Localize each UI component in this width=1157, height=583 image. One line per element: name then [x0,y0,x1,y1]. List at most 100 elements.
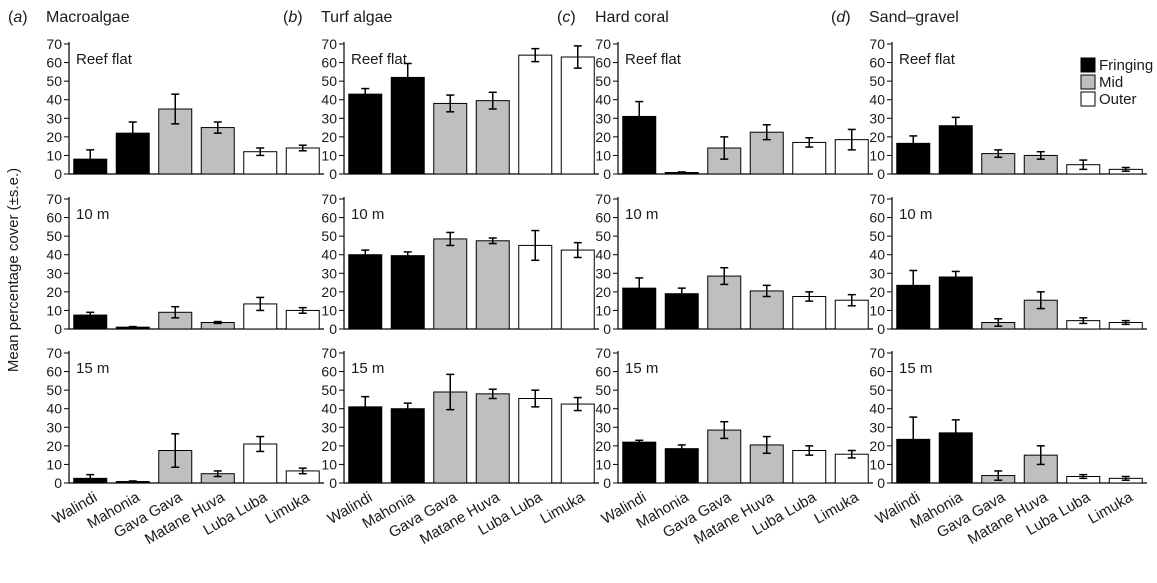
row-2: 0 10 20 30 40 50 60 70 15 m [869,345,1147,491]
panel-c: (c) Hard coral 0 10 20 30 40 50 60 70 Reef flat 0 10… [557,9,873,548]
bar [390,255,425,330]
y-tick-label: 50 [869,228,885,244]
y-tick-label: 40 [46,92,62,108]
row-label: Reef flat [76,51,133,68]
y-tick-label: 30 [869,265,885,281]
y-tick-label: 30 [869,419,885,435]
y-tick-label: 10 [595,456,611,472]
y-tick-label: 40 [46,247,62,263]
y-tick-label: 50 [869,73,885,89]
panel-title: Sand–gravel [869,9,959,26]
panel-letter: (d) [831,9,851,26]
y-tick-label: 60 [46,364,62,380]
panel-d: (d) Sand–gravel 0 10 20 30 40 50 60 70 Reef flat 0 1… [831,9,1153,548]
y-tick-label: 0 [877,475,885,491]
y-tick-label: 40 [869,92,885,108]
bar [834,453,869,484]
bar [348,406,383,484]
panel-title: Turf algae [321,9,393,26]
y-tick-label: 30 [46,419,62,435]
y-tick-label: 20 [595,284,611,300]
bar [200,127,235,175]
y-tick-label: 20 [595,438,611,454]
y-tick-label: 70 [46,36,62,52]
panel-title: Hard coral [595,9,669,26]
bar [348,93,383,175]
row-label: Reef flat [899,51,956,68]
y-tick-label: 10 [46,456,62,472]
y-tick-label: 60 [595,55,611,71]
x-tick-label: Limuka [1085,488,1136,527]
y-tick-label: 0 [54,166,62,182]
row-2: 0 10 20 30 40 50 60 70 15 m [321,345,599,491]
bar [433,238,468,330]
y-tick-label: 50 [595,73,611,89]
bar [664,448,699,484]
y-tick-label: 40 [321,247,337,263]
y-tick-label: 30 [46,110,62,126]
y-tick-label: 30 [869,110,885,126]
y-tick-label: 20 [869,438,885,454]
panel-a: (a) Macroalgae 0 10 20 30 40 50 60 70 Reef flat 0 10… [8,9,324,548]
y-tick-label: 70 [321,345,337,361]
y-tick-label: 10 [321,302,337,318]
y-tick-label: 60 [595,364,611,380]
y-tick-label: 30 [321,110,337,126]
bar [475,100,510,175]
y-tick-label: 10 [595,147,611,163]
row-label: 10 m [351,206,384,223]
y-tick-label: 70 [46,191,62,207]
y-tick-label: 70 [595,36,611,52]
row-label: 10 m [76,206,109,223]
y-tick-label: 30 [595,110,611,126]
y-tick-label: 50 [321,73,337,89]
panel-letter: (b) [283,9,303,26]
y-tick-label: 70 [46,345,62,361]
x-tick-label: Limuka [262,488,313,527]
y-tick-label: 60 [869,55,885,71]
y-tick-label: 0 [877,321,885,337]
bar [518,54,553,175]
row-label: Reef flat [351,51,408,68]
panel-b: (b) Turf algae 0 10 20 30 40 50 60 70 Reef flat 0 10… [283,9,599,548]
legend-label: Outer [1099,91,1137,108]
row-2: 0 10 20 30 40 50 60 70 15 m [595,345,873,491]
bar [475,240,510,330]
y-tick-label: 10 [869,147,885,163]
y-tick-label: 50 [46,73,62,89]
y-tick-label: 0 [603,321,611,337]
y-tick-label: 0 [54,475,62,491]
row-label: Reef flat [625,51,682,68]
row-0: 0 10 20 30 40 50 60 70 Reef flat [595,36,873,182]
row-0: 0 10 20 30 40 50 60 70 Reef flat [321,36,599,182]
y-tick-label: 50 [46,382,62,398]
y-tick-label: 40 [595,401,611,417]
x-tick-label: Limuka [811,488,862,527]
row-0: 0 10 20 30 40 50 60 70 Reef flat [869,36,1147,182]
y-tick-label: 60 [869,364,885,380]
y-tick-label: 70 [869,345,885,361]
y-tick-label: 40 [321,92,337,108]
y-tick-label: 30 [46,265,62,281]
row-label: 15 m [899,360,932,377]
bar [390,408,425,484]
y-tick-label: 20 [869,129,885,145]
y-tick-label: 10 [869,456,885,472]
row-label: 15 m [625,360,658,377]
bar [348,254,383,330]
row-label: 15 m [76,360,109,377]
row-1: 0 10 20 30 40 50 60 70 10 m [46,191,324,337]
y-tick-label: 30 [321,265,337,281]
y-tick-label: 70 [869,191,885,207]
y-tick-label: 40 [869,247,885,263]
y-tick-label: 20 [46,129,62,145]
y-tick-label: 60 [595,210,611,226]
row-label: 10 m [625,206,658,223]
row-1: 0 10 20 30 40 50 60 70 10 m [869,191,1147,337]
y-tick-label: 60 [321,55,337,71]
y-tick-label: 10 [46,147,62,163]
bar [664,293,699,330]
y-tick-label: 40 [46,401,62,417]
